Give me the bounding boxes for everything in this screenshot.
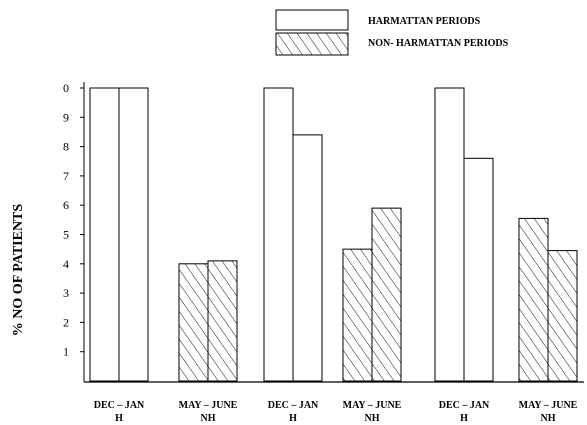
category-label: MAY – JUNE bbox=[179, 400, 238, 411]
bar bbox=[263, 87, 294, 382]
bar bbox=[518, 217, 549, 382]
bar bbox=[342, 248, 373, 382]
category-label: DEC – JAN bbox=[94, 400, 145, 411]
bar bbox=[178, 263, 209, 382]
category-sublabel: NH bbox=[201, 413, 216, 424]
y-tick-label: 9 bbox=[63, 110, 69, 124]
y-tick-label: 2 bbox=[63, 315, 69, 329]
legend-swatch-non-harmattan bbox=[275, 32, 349, 56]
y-tick-label: 5 bbox=[63, 228, 69, 242]
y-axis-ticks: 1 2 3 4 5 6 7 8 9 0 bbox=[63, 81, 84, 359]
bar bbox=[463, 157, 494, 382]
x-axis-categories: DEC – JAN H MAY – JUNE NH DEC – JAN H MAY – JU… bbox=[94, 400, 578, 424]
bar bbox=[547, 250, 578, 382]
bar bbox=[118, 87, 149, 382]
y-tick-label: 3 bbox=[63, 286, 69, 300]
category-label: MAY – JUNE bbox=[343, 400, 402, 411]
y-tick-label: 0 bbox=[63, 81, 69, 95]
bar bbox=[89, 87, 120, 382]
bar bbox=[292, 134, 323, 382]
y-tick-label: 6 bbox=[63, 198, 69, 212]
bar bbox=[434, 87, 465, 382]
category-sublabel: H bbox=[460, 413, 468, 424]
legend-swatch-harmattan bbox=[275, 9, 349, 31]
category-sublabel: H bbox=[289, 413, 297, 424]
y-tick-label: 7 bbox=[63, 169, 69, 183]
category-sublabel: NH bbox=[541, 413, 556, 424]
category-label: DEC – JAN bbox=[268, 400, 319, 411]
category-sublabel: NH bbox=[365, 413, 380, 424]
y-tick-label: 1 bbox=[63, 345, 69, 359]
legend-label-non-harmattan: NON- HARMATTAN PERIODS bbox=[368, 38, 509, 49]
category-label: MAY – JUNE bbox=[519, 400, 578, 411]
bar bbox=[207, 260, 238, 382]
category-label: DEC – JAN bbox=[439, 400, 490, 411]
bars bbox=[89, 87, 578, 382]
y-tick-label: 4 bbox=[63, 257, 69, 271]
bar bbox=[371, 207, 402, 382]
legend-label-harmattan: HARMATTAN PERIODS bbox=[368, 16, 481, 27]
legend: HARMATTAN PERIODS NON- HARMATTAN PERIODS bbox=[275, 9, 509, 56]
y-tick-label: 8 bbox=[63, 140, 69, 154]
y-axis-label: % NO OF PATIENTS bbox=[11, 204, 26, 337]
category-sublabel: H bbox=[115, 413, 123, 424]
